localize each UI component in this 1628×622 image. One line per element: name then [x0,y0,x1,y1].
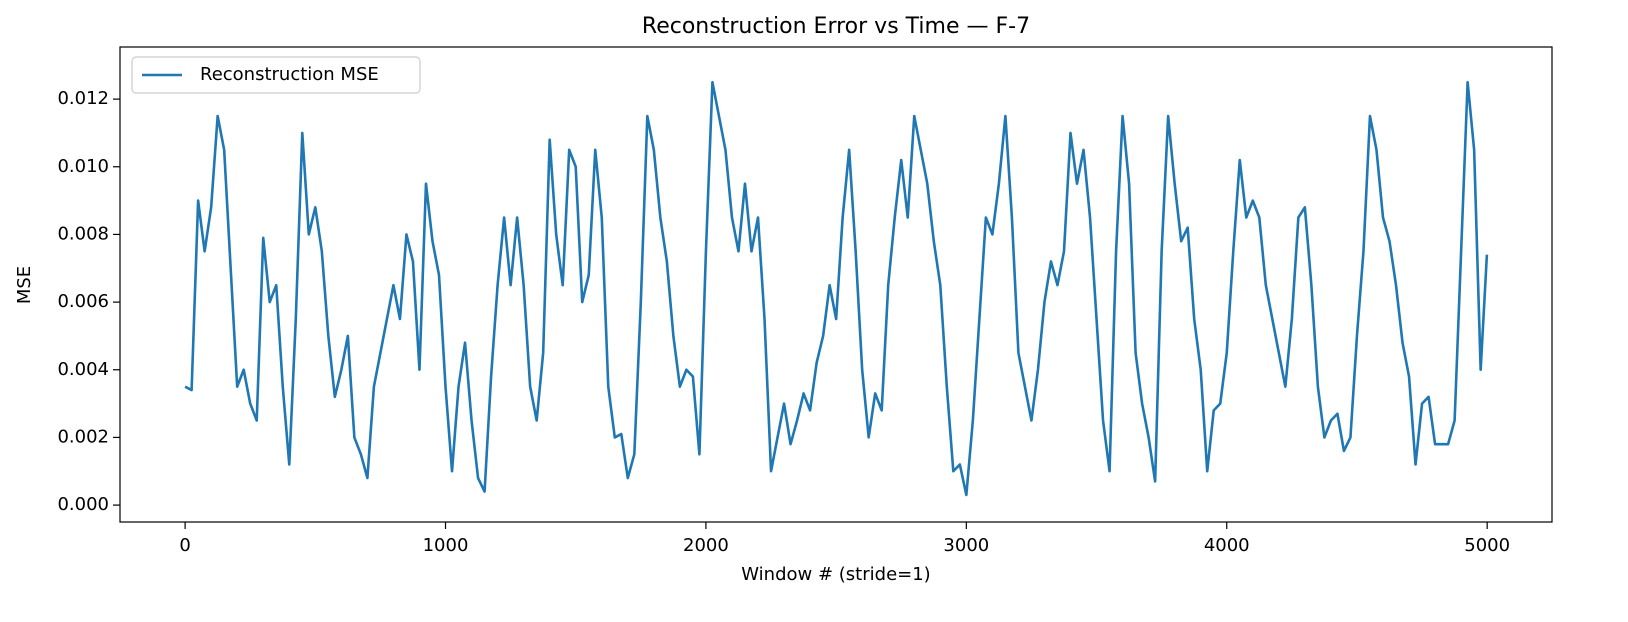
legend-box [131,56,421,94]
y-tick-label: 0.006 [57,291,109,312]
x-tick-label: 1000 [423,535,469,556]
x-tick-label: 0 [179,535,190,556]
x-tick-label: 3000 [943,535,989,556]
y-tick-label: 0.010 [57,156,109,177]
x-tick-label: 5000 [1464,535,1510,556]
y-tick-label: 0.008 [57,223,109,244]
plot-frame [119,46,1553,523]
y-tick-label: 0.000 [57,494,109,515]
chart-title: Reconstruction Error vs Time — F-7 [642,14,1030,39]
y-axis-label: MSE [14,266,35,304]
y-tick-label: 0.012 [57,88,109,109]
x-axis-label: Window # (stride=1) [741,564,930,585]
data-line [184,80,1489,497]
y-tick-label: 0.002 [57,426,109,447]
legend-label: Reconstruction MSE [200,64,379,85]
x-tick-label: 4000 [1204,535,1250,556]
x-tick-label: 2000 [683,535,729,556]
y-tick-label: 0.004 [57,359,109,380]
